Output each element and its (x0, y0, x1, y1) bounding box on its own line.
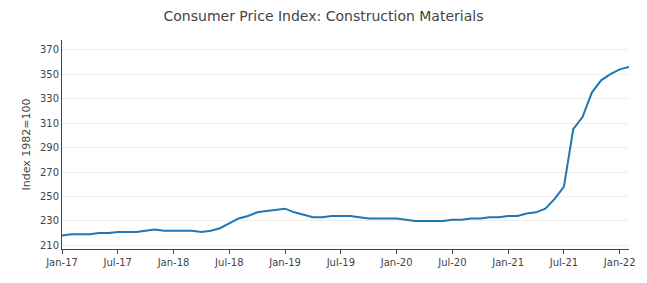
svg-text:290: 290 (40, 142, 59, 153)
svg-text:370: 370 (40, 44, 59, 55)
svg-text:330: 330 (40, 93, 59, 104)
svg-text:Jul-18: Jul-18 (214, 257, 243, 268)
svg-text:Jul-21: Jul-21 (549, 257, 578, 268)
svg-text:Jul-20: Jul-20 (437, 257, 466, 268)
svg-text:Index 1982=100: Index 1982=100 (20, 99, 33, 191)
svg-text:Jan-20: Jan-20 (380, 257, 413, 268)
svg-text:Jul-17: Jul-17 (103, 257, 132, 268)
svg-text:Jul-19: Jul-19 (326, 257, 355, 268)
svg-text:Jan-19: Jan-19 (268, 257, 301, 268)
svg-text:Jan-21: Jan-21 (491, 257, 524, 268)
svg-text:230: 230 (40, 215, 59, 226)
svg-text:250: 250 (40, 191, 59, 202)
svg-text:Jan-22: Jan-22 (603, 257, 636, 268)
svg-text:Consumer Price Index: Construc: Consumer Price Index: Construction Mater… (164, 8, 484, 24)
svg-text:310: 310 (40, 118, 59, 129)
svg-text:210: 210 (40, 240, 59, 251)
svg-text:Jan-17: Jan-17 (45, 257, 78, 268)
svg-text:350: 350 (40, 69, 59, 80)
svg-text:270: 270 (40, 167, 59, 178)
svg-text:Jan-18: Jan-18 (157, 257, 190, 268)
